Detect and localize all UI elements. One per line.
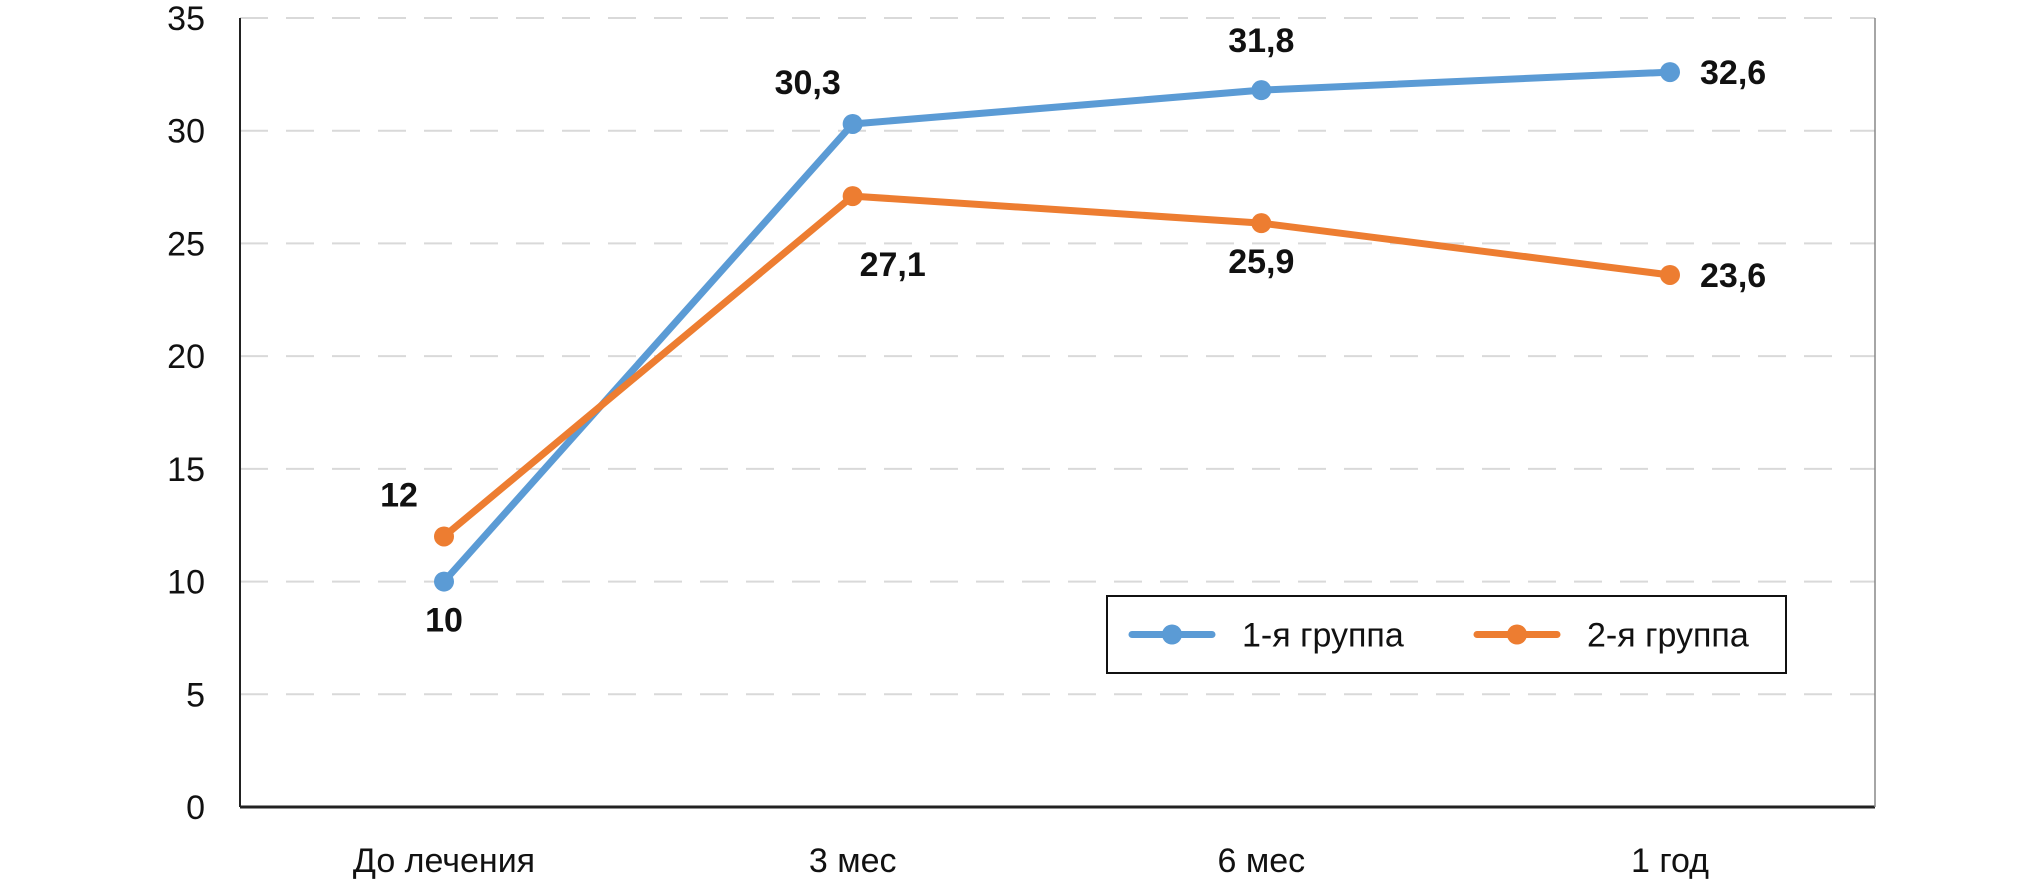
- data-point: [1251, 213, 1272, 234]
- y-tick-label: 15: [167, 451, 205, 489]
- data-point: [1251, 80, 1272, 101]
- y-tick-label: 0: [186, 789, 205, 827]
- data-point: [434, 526, 454, 547]
- gridlines: [240, 17, 1875, 696]
- legend-marker-icon: [1507, 624, 1527, 645]
- legend-label: 1-я группа: [1242, 617, 1404, 655]
- y-tick-label: 10: [167, 564, 205, 602]
- series-line-2: [440, 192, 1674, 540]
- data-point: [1660, 264, 1680, 285]
- y-tick-label: 25: [167, 225, 205, 263]
- data-point: [434, 571, 454, 592]
- y-tick-labels: 0 5 10 15 20 25 30 35: [167, 0, 205, 827]
- series-line-1: [440, 68, 1674, 586]
- x-category-label: 1 год: [1631, 842, 1709, 880]
- legend-marker-icon: [1162, 624, 1182, 645]
- data-label: 32,6: [1700, 54, 1766, 92]
- y-tick-label: 20: [167, 338, 205, 376]
- data-label: 30,3: [775, 64, 841, 102]
- data-label: 12: [380, 476, 418, 514]
- x-category-label: До лечения: [353, 842, 535, 880]
- data-label: 23,6: [1700, 257, 1766, 295]
- x-category-label: 3 мес: [809, 842, 897, 880]
- data-label: 10: [425, 602, 463, 640]
- x-category-label: 6 мес: [1218, 842, 1306, 880]
- data-label: 27,1: [860, 246, 926, 284]
- data-label: 25,9: [1228, 243, 1294, 281]
- legend: 1-я группа 2-я группа: [1106, 595, 1787, 674]
- y-tick-label: 35: [167, 0, 205, 38]
- legend-box: [1106, 595, 1787, 674]
- series-group: [434, 62, 1680, 592]
- data-point: [842, 113, 863, 134]
- y-tick-label: 30: [167, 113, 205, 151]
- data-point: [842, 186, 863, 207]
- data-label: 31,8: [1228, 22, 1294, 60]
- y-tick-label: 5: [186, 676, 205, 714]
- data-point: [1660, 62, 1680, 83]
- legend-label: 2-я группа: [1587, 617, 1749, 655]
- x-category-labels: До лечения 3 мес 6 мес 1 год: [353, 842, 1709, 880]
- data-labels: 10 30,3 31,8 32,6 12 27,1 25,9 23,6: [380, 22, 1766, 639]
